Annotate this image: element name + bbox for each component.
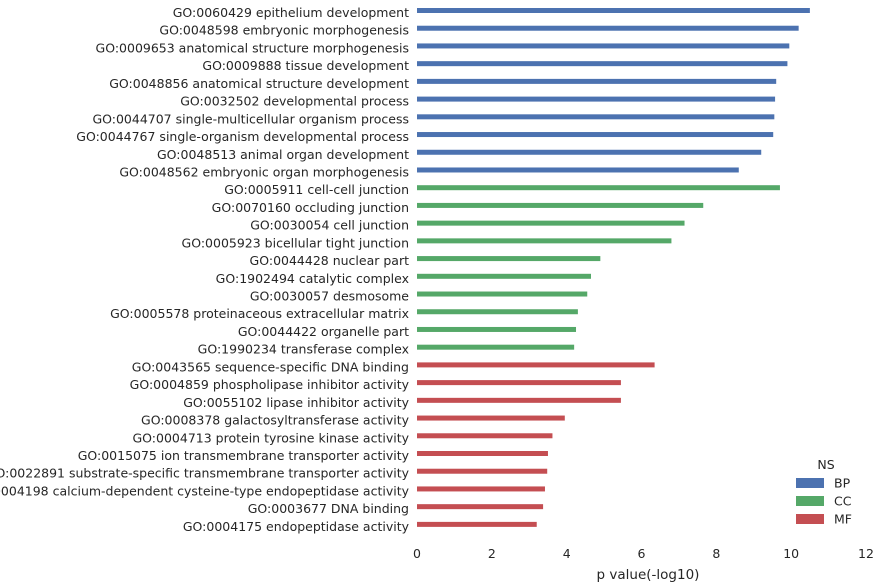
- bar-cc: [417, 344, 575, 350]
- category-label: GO:0009888 tissue development: [202, 58, 409, 73]
- x-tick-label: 0: [413, 546, 421, 561]
- bar-mf: [417, 397, 621, 403]
- category-label: GO:0048598 embryonic morphogenesis: [159, 23, 409, 38]
- legend: NS BP CC MF: [796, 457, 852, 527]
- category-label: GO:0044707 single-multicellular organism…: [92, 111, 409, 126]
- x-tick-label: 2: [488, 546, 496, 561]
- bar-bp: [417, 43, 790, 49]
- legend-label-cc: CC: [834, 494, 852, 509]
- category-label: GO:0005911 cell-cell junction: [224, 182, 409, 197]
- bar-mf: [417, 362, 655, 368]
- bar-mf: [417, 521, 537, 527]
- legend-label-bp: BP: [834, 476, 851, 491]
- bar-mf: [417, 433, 553, 439]
- category-label: GO:0022891 substrate-specific transmembr…: [0, 466, 410, 481]
- category-label: GO:0060429 epithelium development: [173, 5, 409, 20]
- category-label: GO:0030054 cell junction: [250, 218, 409, 233]
- x-tick-label: 12: [858, 546, 874, 561]
- bar-bp: [417, 61, 788, 67]
- category-labels: GO:0060429 epithelium development GO:0048…: [0, 5, 410, 534]
- category-label: GO:0048562 embryonic organ morphogenesis: [119, 164, 409, 179]
- category-label: GO:0004713 protein tyrosine kinase activ…: [133, 430, 410, 445]
- category-label: GO:0015075 ion transmembrane transporter…: [78, 448, 410, 463]
- category-label: GO:0004198 calcium-dependent cysteine-ty…: [0, 483, 410, 498]
- bar-cc: [417, 273, 591, 279]
- category-label: GO:0048513 animal organ development: [157, 147, 409, 162]
- bar-cc: [417, 326, 577, 332]
- category-label: GO:0044422 organelle part: [238, 324, 409, 339]
- x-tick-label: 8: [712, 546, 720, 561]
- category-label: GO:0043565 sequence-specific DNA binding: [132, 359, 409, 374]
- bar-bp: [417, 25, 799, 31]
- category-label: GO:0055102 lipase inhibitor activity: [183, 395, 409, 410]
- category-label: GO:1990234 transferase complex: [198, 342, 409, 357]
- category-label: GO:0008378 galactosyltransferase activit…: [141, 413, 410, 428]
- bar-mf: [417, 415, 565, 421]
- legend-title: NS: [817, 457, 834, 472]
- bar-mf: [417, 486, 545, 492]
- category-label: GO:0005923 bicellular tight junction: [182, 235, 409, 250]
- category-label: GO:0005578 proteinaceous extracellular m…: [110, 306, 409, 321]
- x-axis-title: p value(-log10): [597, 567, 700, 583]
- category-label: GO:0004859 phospholipase inhibitor activ…: [130, 377, 410, 392]
- bar-bp: [417, 167, 739, 173]
- bar-cc: [417, 185, 780, 191]
- legend-swatch-bp: [796, 478, 824, 488]
- legend-swatch-mf: [796, 514, 824, 524]
- category-label: GO:0044428 nuclear part: [250, 253, 410, 268]
- bar-cc: [417, 256, 601, 262]
- bar-layer: [417, 8, 810, 527]
- bar-cc: [417, 202, 704, 208]
- category-label: GO:0003677 DNA binding: [248, 501, 409, 516]
- category-label: GO:1902494 catalytic complex: [216, 271, 409, 286]
- category-label: GO:0009653 anatomical structure morphoge…: [96, 40, 409, 55]
- category-label: GO:0044767 single-organism developmental…: [76, 129, 409, 144]
- category-label: GO:0032502 developmental process: [180, 94, 409, 109]
- bar-mf: [417, 451, 548, 456]
- bar-bp: [417, 96, 776, 102]
- bar-mf: [417, 380, 621, 386]
- bar-cc: [417, 291, 588, 297]
- legend-label-mf: MF: [834, 512, 852, 527]
- bar-bp: [417, 8, 810, 13]
- x-tick-label: 10: [783, 546, 799, 561]
- bar-bp: [417, 132, 774, 138]
- category-label: GO:0004175 endopeptidase activity: [183, 519, 410, 534]
- category-label: GO:0048856 anatomical structure developm…: [109, 76, 409, 91]
- x-axis-ticks: 0 2 4 6 8 10 12: [413, 546, 874, 561]
- bar-mf: [417, 504, 544, 510]
- x-tick-label: 4: [563, 546, 571, 561]
- x-tick-label: 6: [638, 546, 646, 561]
- legend-swatch-cc: [796, 496, 824, 506]
- bar-cc: [417, 220, 685, 226]
- bar-bp: [417, 78, 777, 84]
- category-label: GO:0070160 occluding junction: [212, 200, 409, 215]
- bar-bp: [417, 149, 762, 155]
- bar-cc: [417, 309, 578, 315]
- bar-mf: [417, 468, 548, 474]
- bar-cc: [417, 238, 672, 244]
- category-label: GO:0030057 desmosome: [250, 289, 409, 304]
- bar-bp: [417, 114, 775, 120]
